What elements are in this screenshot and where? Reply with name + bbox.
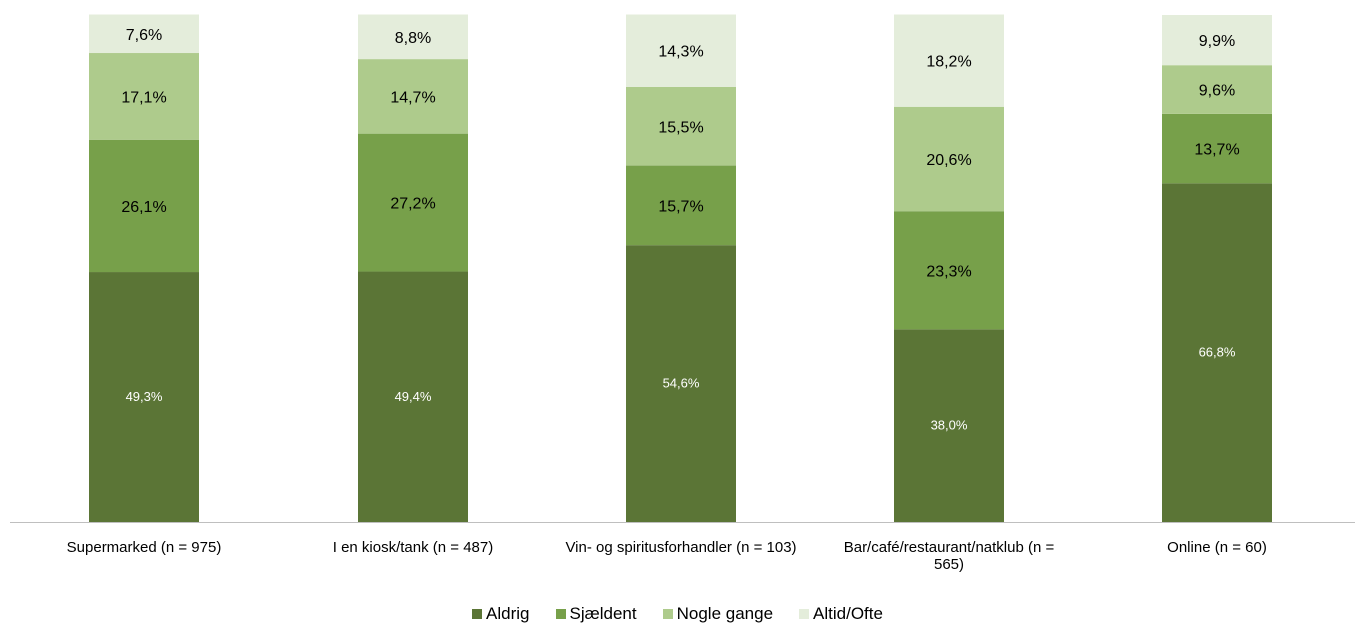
data-label: 49,4% [395,389,432,404]
legend-label: Aldrig [486,604,530,623]
data-label: 66,8% [1199,345,1236,360]
data-label: 15,5% [658,119,703,136]
stacked-bar-chart: 49,3% 26,1% 17,1% 7,6% 49,4% 27,2% 14,7% 8,8% 54… [10,14,1355,523]
bar-segment [358,271,468,522]
bar-segment [89,139,199,273]
data-label: 26,1% [121,199,166,216]
bar-segment [358,133,468,272]
category-label: Bar/café/restaurant/natklub (n = 565) [843,539,1055,573]
bar-segment [1162,183,1272,522]
bar-segment [894,14,1004,107]
bar-segment [89,272,199,522]
legend-item: Altid/Ofte [799,604,883,624]
legend-item: Sjældent [555,604,637,624]
legend-swatch [799,609,810,619]
bar-segment [89,53,199,140]
data-label: 17,1% [121,89,166,106]
legend-label: Nogle gange [676,604,774,623]
bar-segment [358,59,468,134]
bar-segment [626,14,736,87]
data-label: 54,6% [663,376,700,391]
bars-group: 49,3% 26,1% 17,1% 7,6% 49,4% 27,2% 14,7% 8,8% 54… [89,14,1272,523]
legend-item: Nogle gange [662,604,774,624]
bar-segment [1162,15,1272,66]
data-label: 23,3% [926,263,971,280]
data-label: 8,8% [395,30,431,47]
data-label: 14,3% [658,44,703,61]
bar-segment [626,86,736,166]
legend-label: Sjældent [569,604,637,623]
category-label: Supermarked (n = 975) [66,539,222,556]
data-label: 15,7% [658,198,703,215]
bar-segment [1162,65,1272,114]
legend-swatch [662,609,673,619]
legend-item: Aldrig [472,604,530,624]
data-label: 9,6% [1199,83,1235,100]
bar-segment [626,245,736,523]
data-label: 14,7% [390,89,435,106]
bar-segment [894,211,1004,330]
bar-segment [1162,113,1272,184]
category-label: Vin- og spiritusforhandler (n = 103) [565,539,797,556]
legend-label: Altid/Ofte [813,604,883,623]
legend-swatch [555,609,566,619]
category-label: Online (n = 60) [1167,539,1267,556]
data-label: 18,2% [926,54,971,71]
bar-segment [89,14,199,54]
bar-segment [894,106,1004,212]
legend: Aldrig Sjældent Nogle gange Altid/Ofte [0,604,1355,624]
data-label: 20,6% [926,152,971,169]
data-label: 9,9% [1199,33,1235,50]
bar-segment [358,14,468,60]
data-label: 13,7% [1194,142,1239,159]
bar-segment [894,329,1004,522]
data-label: 7,6% [126,27,162,44]
data-label: 27,2% [390,196,435,213]
category-label: I en kiosk/tank (n = 487) [332,539,494,556]
data-label: 49,3% [126,389,163,404]
data-label: 38,0% [931,418,968,433]
legend-swatch [472,609,483,619]
bar-segment [626,165,736,246]
